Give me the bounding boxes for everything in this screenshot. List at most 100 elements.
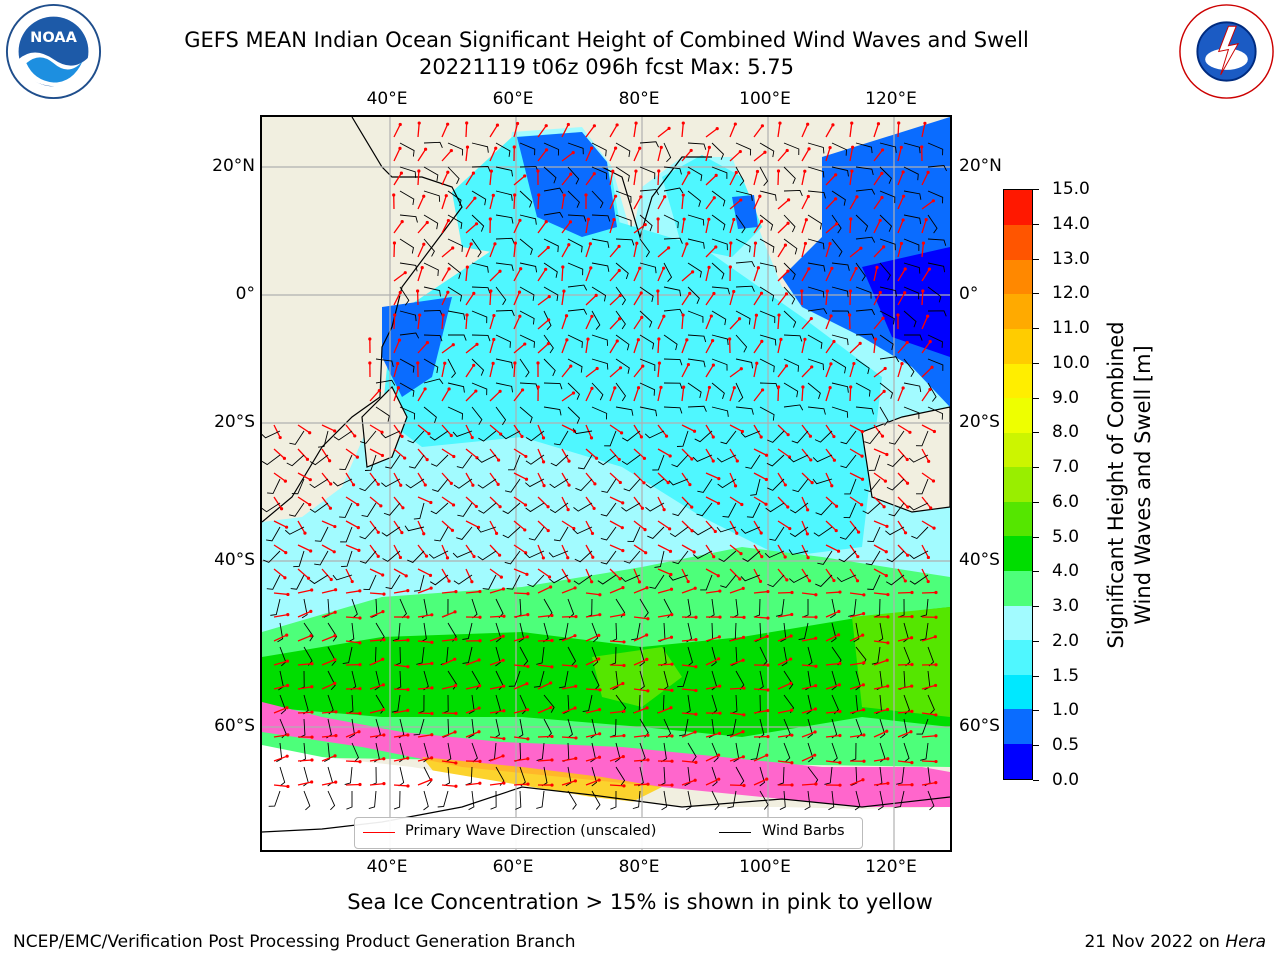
wind-barb [567,190,580,208]
wave-arrow-head [309,609,313,614]
wave-direction-arrow [801,783,817,786]
wind-barb [504,478,521,493]
lat-tick-left: 0° [235,284,255,304]
wave-arrow-head [766,616,770,620]
wave-arrow-head [784,292,789,296]
wind-barb [903,238,920,251]
wave-arrow-head [396,361,400,366]
wind-barb [392,622,401,642]
wave-direction-arrow [681,149,692,162]
wind-barb [447,142,464,156]
wave-direction-arrow [393,568,407,577]
wave-direction-arrow [489,472,499,485]
wave-direction-arrow [465,685,480,690]
wave-direction-arrow [561,496,569,510]
generation-date: 21 Nov 2022 on Hera [1084,932,1266,952]
wind-barb [807,742,814,763]
wave-direction-arrow [345,448,358,458]
wave-direction-arrow [513,194,516,210]
wind-barb [783,382,799,398]
wave-arrow-head [285,706,289,710]
wave-direction-arrow [705,364,714,378]
wave-direction-arrow [777,244,786,258]
lon-tick-bottom: 80°E [618,857,660,877]
wave-direction-arrow [585,388,593,402]
wave-arrow-head [766,734,770,739]
wave-direction-arrow [489,520,498,534]
wave-arrow-head [446,122,450,126]
wave-direction-arrow [633,387,640,402]
wave-direction-arrow [897,591,913,594]
wave-direction-arrow [561,472,570,486]
wave-direction-arrow [633,658,648,666]
wind-barb [610,790,617,810]
wave-arrow-head [565,338,569,342]
wave-arrow-head [837,609,841,614]
wave-direction-arrow [681,339,688,354]
wave-direction-arrow [609,294,621,306]
wave-arrow-head [934,615,938,619]
wave-direction-arrow [537,586,551,594]
wave-arrow-head [884,574,888,578]
wave-arrow-head [406,665,410,669]
wave-arrow-head [739,198,743,202]
wave-arrow-head [643,528,647,532]
wave-direction-arrow [369,448,383,457]
wind-barb [903,742,910,763]
wave-arrow-head [406,756,410,760]
wind-barb [407,550,425,563]
wind-barb [591,142,607,157]
wind-barb [639,406,658,417]
wind-barb [447,286,463,302]
wave-arrow-head [536,169,540,173]
wave-direction-arrow [849,472,863,480]
wind-barb [711,766,718,787]
wave-arrow-head [760,339,764,343]
colorbar-segment [1004,674,1032,710]
wave-arrow-head [786,505,790,509]
wave-arrow-head [718,684,722,688]
wind-barb [476,454,497,463]
wave-direction-arrow [729,172,737,186]
wave-direction-arrow [753,778,767,786]
wave-arrow-head [645,706,649,710]
wave-direction-arrow [537,639,553,642]
wind-barb [663,237,683,244]
wind-barb [519,142,536,156]
wind-barb [864,478,881,492]
wave-direction-arrow [873,390,885,402]
wind-barb [783,189,803,197]
wave-direction-arrow [681,472,691,485]
wave-direction-arrow [417,424,430,435]
wind-barb [375,358,394,368]
wave-arrow-head [639,195,643,199]
wind-barb [783,670,794,690]
wind-barb [831,382,849,393]
wind-barb [669,526,689,538]
wave-direction-arrow [681,194,684,210]
wave-direction-arrow [849,247,862,258]
wave-direction-arrow [681,271,694,282]
wind-barb [807,166,825,178]
wave-arrow-head [567,579,571,583]
wave-direction-arrow [417,267,423,282]
wave-direction-arrow [441,448,455,458]
wave-arrow-head [759,435,763,439]
wind-barb [632,790,641,810]
wind-barb [609,646,617,666]
wind-barb [447,670,458,690]
wind-barb [919,622,929,641]
wind-barb [289,502,305,517]
wind-barb [314,550,329,566]
wind-barb [290,574,305,590]
colorbar-tick-label: 9.0 [1052,387,1080,408]
wave-arrow-head [685,338,689,342]
wave-direction-arrow [705,424,714,438]
wind-barb [621,502,641,512]
wave-arrow-head [351,483,356,487]
wind-barb [877,622,884,643]
wind-barb [742,550,761,562]
wave-arrow-head [929,506,933,510]
wave-direction-arrow [921,424,935,433]
wave-direction-arrow [561,780,576,786]
